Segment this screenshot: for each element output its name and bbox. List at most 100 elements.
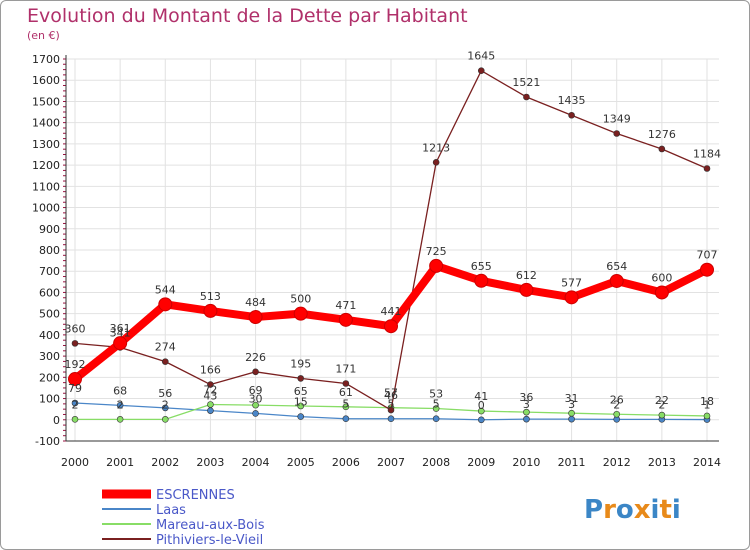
data-point [384,319,398,334]
data-point [429,258,444,273]
data-label: 30 [249,392,263,405]
data-point [252,368,259,376]
y-tick-label: 900 [39,223,60,236]
logo-letter: P [584,495,603,525]
data-point [342,415,350,423]
data-label: 69 [249,384,263,397]
data-point [158,297,173,312]
logo-letter: i [672,495,681,525]
proxiti-logo: Proxiti [584,495,681,525]
x-tick-label: 2009 [467,456,495,469]
data-label: 1349 [603,112,631,125]
y-tick-label: 800 [39,244,60,257]
y-tick-label: 1700 [32,53,60,66]
data-label: 65 [294,385,308,398]
y-tick-label: 100 [39,393,60,406]
data-point [519,282,534,297]
x-tick-label: 2005 [287,456,315,469]
data-point [609,273,624,288]
data-label: 725 [426,245,447,258]
data-point [71,416,79,423]
data-label: 3 [568,398,575,411]
data-point [297,413,305,420]
data-label: 2 [658,398,665,411]
data-point [113,336,128,351]
data-point [207,407,214,414]
y-tick-label: 700 [39,265,60,278]
data-label: 513 [200,290,221,303]
data-point [342,380,350,387]
y-tick-label: 1300 [32,138,60,151]
y-tick-label: 300 [39,350,60,363]
data-label: 5 [433,398,440,411]
x-tick-label: 2012 [603,456,631,469]
data-point [68,372,82,387]
x-tick-label: 2008 [422,456,450,469]
y-tick-label: -100 [35,435,60,448]
logo-letter: x [634,495,651,525]
data-label: 612 [516,269,537,282]
logo-letter: r [603,495,616,525]
data-point [161,404,169,412]
data-label: 1276 [648,128,676,141]
x-tick-label: 2001 [106,456,134,469]
x-tick-label: 2002 [151,456,179,469]
y-tick-label: 1100 [32,180,60,193]
data-label: 57 [384,387,398,400]
data-point [568,111,575,119]
data-point [203,303,218,318]
x-tick-label: 2010 [512,456,540,469]
chart-subtitle: (en €) [27,29,60,42]
data-point [161,416,169,423]
data-point [432,159,440,166]
data-point [161,358,169,365]
data-point [568,415,575,423]
data-point [613,130,621,137]
data-label: 41 [474,390,488,403]
data-point [342,403,350,411]
y-tick-label: 1400 [32,117,60,130]
data-label: 0 [478,399,485,412]
data-point [207,381,214,388]
data-label: 600 [651,271,672,284]
data-point [477,67,485,74]
data-label: 1521 [512,76,540,89]
data-point [338,312,353,327]
data-label: 18 [700,395,714,408]
x-tick-label: 2013 [648,456,676,469]
y-tick-label: 400 [39,329,60,342]
data-label: 1435 [558,94,586,107]
data-label: 195 [290,357,311,370]
x-tick-label: 2006 [332,456,360,469]
data-point [252,401,259,409]
data-point [387,415,395,423]
data-label: 5 [388,398,395,411]
y-tick-label: 1600 [32,74,60,87]
data-label: 61 [339,386,353,399]
data-label: 22 [655,394,669,407]
logo-letter: o [616,495,634,525]
legend-label: Pithiviers-le-Vieil [156,533,263,548]
data-point [116,402,124,409]
data-label: 56 [158,387,172,400]
data-label: 166 [200,364,221,377]
data-point [703,165,711,172]
y-tick-label: 1200 [32,159,60,172]
y-tick-label: 600 [39,286,60,299]
data-label: 500 [290,293,311,306]
data-label: 3 [523,398,530,411]
legend-label: ESCRENNES [156,488,235,503]
data-point [568,409,575,417]
data-label: 471 [335,299,356,312]
x-tick-label: 2014 [693,456,721,469]
data-label: 1184 [693,148,721,161]
data-label: 655 [471,260,492,273]
data-label: 31 [565,392,579,405]
data-label: 1 [704,399,711,412]
data-point [387,406,395,414]
y-tick-label: 1000 [32,202,60,215]
data-label: 654 [606,260,627,273]
legend-label: Mareau-aux-Bois [156,518,265,533]
